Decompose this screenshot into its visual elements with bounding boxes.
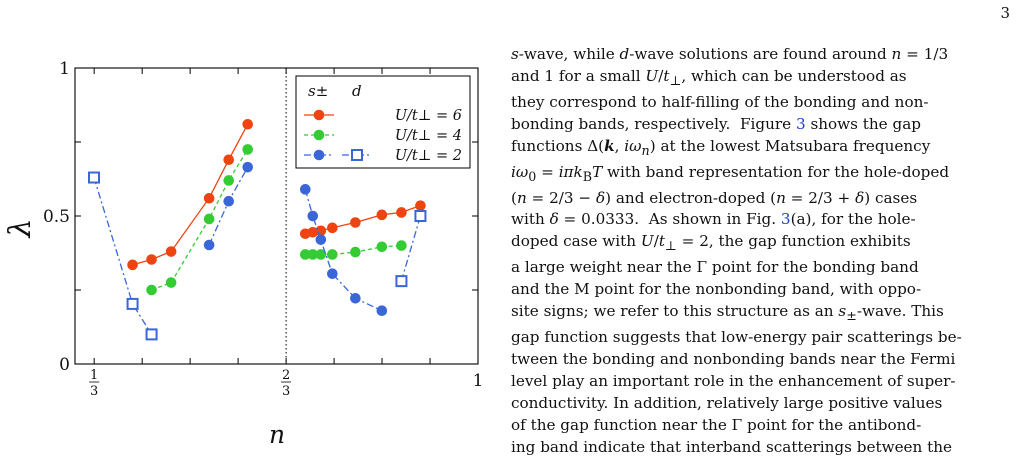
text-line: ing band indicate that interband scatter…	[511, 437, 953, 456]
data-point	[396, 240, 407, 251]
data-point	[145, 328, 158, 341]
series-line	[132, 123, 249, 266]
series-u4	[146, 144, 407, 296]
x-tick-denominator: 3	[90, 384, 98, 399]
text-line: a large weight near the Γ point for the …	[511, 258, 919, 277]
page-number: 3	[1000, 4, 1010, 22]
data-point	[126, 297, 139, 310]
x-tick-numerator: 1	[90, 368, 98, 383]
data-point	[376, 305, 388, 317]
text-line: and 1 for a small U/t⊥, which can be und…	[511, 66, 907, 88]
series-line	[400, 215, 422, 282]
x-tick-numerator: 2	[282, 368, 290, 383]
data-point	[223, 154, 235, 166]
series-u2	[87, 161, 427, 341]
text-line: gap function suggests that low-energy pa…	[511, 328, 962, 347]
data-point	[414, 210, 427, 222]
legend-label: U/t⊥ = 2	[395, 148, 462, 164]
text-line: s-wave, while d-wave solutions are found…	[511, 45, 949, 63]
text-line: of the gap function near the Γ point for…	[511, 415, 922, 434]
body-text: s-wave, while d-wave solutions are found…	[511, 44, 1007, 458]
x-tick-fraction: 13	[89, 368, 100, 399]
y-tick-label: 0	[59, 355, 70, 375]
data-point	[350, 292, 361, 304]
data-point	[203, 213, 215, 225]
data-point	[396, 207, 407, 218]
text-line: (n = 2/3 − δ) and electron-doped (n = 2/…	[511, 188, 918, 207]
data-point	[376, 209, 388, 221]
data-point	[165, 277, 177, 288]
y-axis-label: λ	[3, 218, 38, 238]
series-line	[151, 149, 249, 291]
data-point	[313, 129, 325, 141]
series-line	[304, 189, 383, 312]
data-point	[351, 149, 363, 161]
legend-header-d: d	[352, 82, 362, 100]
data-point	[307, 210, 319, 222]
text-line: they correspond to half-filling of the b…	[511, 92, 929, 111]
data-point	[223, 195, 235, 207]
text-line: tween the bonding and nonbonding bands n…	[511, 349, 956, 368]
series-line	[93, 177, 153, 335]
figure-ref-link[interactable]: 3	[795, 114, 806, 133]
data-point	[127, 259, 138, 271]
y-tick-label: 0.5	[43, 207, 70, 227]
data-point	[315, 234, 327, 245]
data-point	[315, 249, 327, 260]
data-point	[165, 246, 177, 257]
data-point	[350, 217, 361, 228]
plot-area	[87, 118, 427, 341]
data-point	[299, 184, 311, 195]
text-line: iω0 = iπkBT with band representation for…	[511, 162, 950, 184]
data-point	[327, 249, 338, 260]
data-point	[146, 254, 157, 265]
x-tick-label: 1	[473, 371, 484, 391]
data-point	[315, 225, 327, 237]
data-point	[242, 144, 254, 155]
data-point	[415, 200, 426, 211]
data-point	[242, 161, 254, 173]
x-axis-label: n	[269, 420, 285, 449]
data-point	[313, 109, 325, 121]
data-point	[350, 246, 361, 258]
legend-box	[295, 75, 471, 169]
x-tick-denominator: 3	[282, 384, 290, 399]
legend-header-s: s±	[308, 82, 328, 100]
data-point	[327, 222, 338, 234]
data-point	[223, 175, 235, 186]
legend-label: U/t⊥ = 4	[395, 128, 462, 144]
data-point	[395, 275, 408, 288]
data-point	[327, 268, 338, 280]
figure-ref-link[interactable]: 3	[780, 210, 791, 229]
legend-label: U/t⊥ = 6	[395, 108, 462, 124]
data-point	[146, 284, 157, 296]
y-tick-label: 1	[59, 59, 70, 79]
data-point	[203, 192, 215, 204]
series-u6	[127, 118, 426, 271]
data-point	[376, 241, 388, 253]
text-line: and the M point for the nonbonding band,…	[511, 280, 922, 299]
text-line: with δ = 0.0333. As shown in Fig. 3(a), …	[511, 210, 916, 229]
text-line: level play an important role in the enha…	[511, 371, 956, 390]
x-tick-fraction: 23	[281, 368, 292, 399]
data-point	[87, 171, 100, 184]
text-line: doped case with U/t⊥ = 2, the gap functi…	[511, 232, 911, 254]
text-line: site signs; we refer to this structure a…	[511, 302, 944, 324]
data-point	[313, 149, 325, 161]
legend: s± d U/t⊥ = 6 U/t⊥ = 4 U/t⊥ = 2	[295, 75, 471, 169]
data-point	[242, 118, 254, 130]
text-line: functions Δ(k, iωn) at the lowest Matsub…	[511, 136, 931, 158]
text-line: bonding bands, respectively. Figure 3 sh…	[511, 114, 921, 133]
data-point	[203, 239, 215, 251]
text-line: conductivity. In addition, relatively la…	[511, 393, 943, 412]
